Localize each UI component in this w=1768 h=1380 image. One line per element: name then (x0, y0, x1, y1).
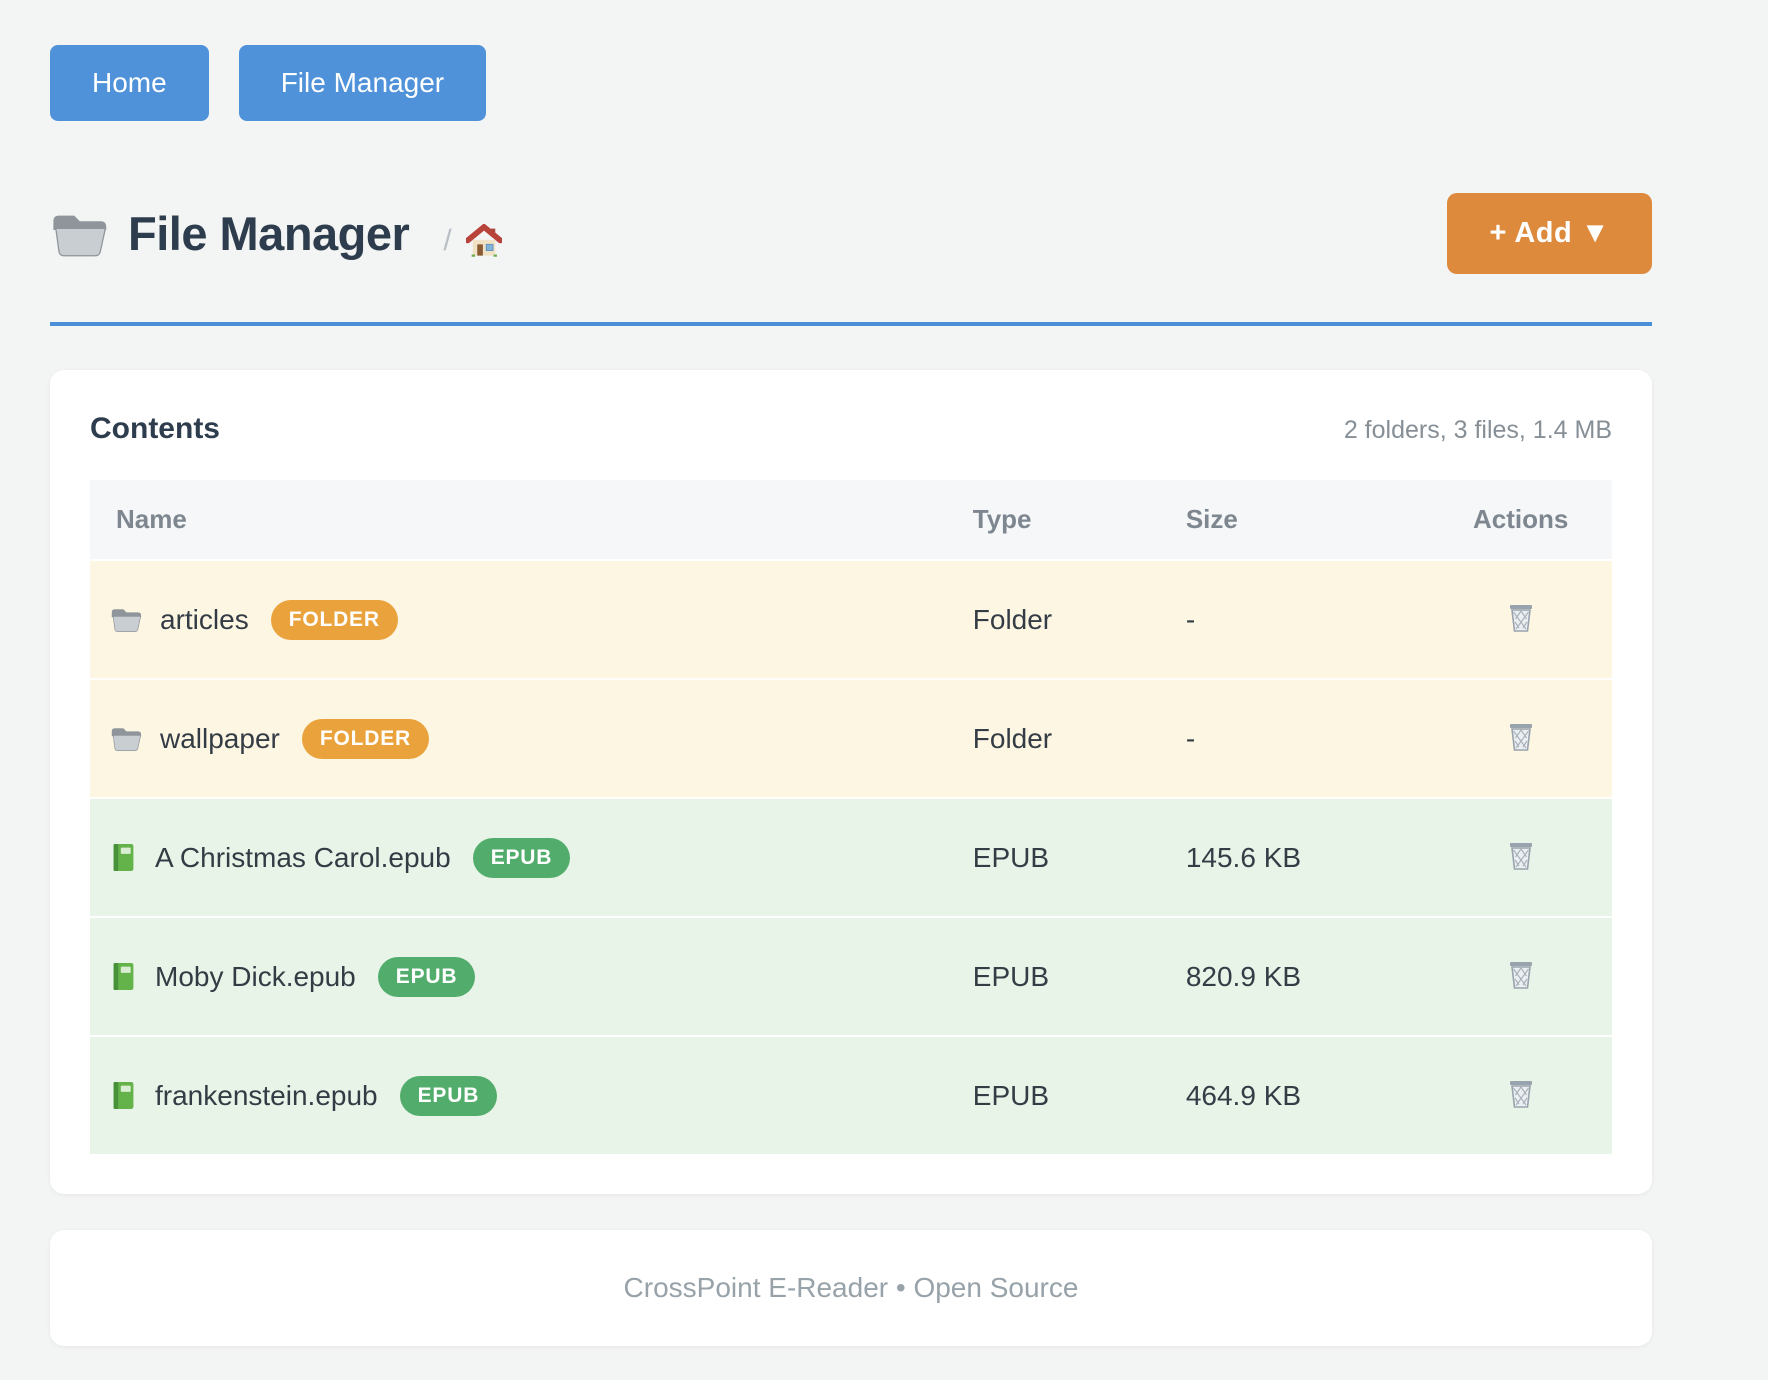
title-wrap: File Manager / (50, 206, 503, 261)
delete-button[interactable] (1500, 1074, 1542, 1114)
contents-card: Contents 2 folders, 3 files, 1.4 MB Name… (50, 370, 1652, 1194)
file-type: EPUB (972, 960, 1050, 992)
table-row-frankenstein[interactable]: frankenstein.epub EPUB EPUB 464.9 KB (90, 1036, 1612, 1154)
column-header-size: Size (1185, 480, 1430, 560)
trash-icon (1506, 840, 1536, 872)
file-name[interactable]: articles (160, 603, 249, 635)
folder-icon (110, 725, 142, 752)
folder-icon (110, 606, 142, 633)
page: Home File Manager File Manager / (50, 45, 1652, 1346)
file-size: - (1185, 722, 1196, 754)
trash-icon (1506, 1078, 1536, 1110)
home-icon[interactable] (464, 222, 503, 258)
file-size: 145.6 KB (1185, 841, 1302, 873)
top-nav: Home File Manager (50, 45, 1652, 121)
contents-heading: Contents (90, 412, 220, 445)
folder-icon (50, 210, 108, 258)
delete-button[interactable] (1500, 598, 1542, 638)
column-header-actions: Actions (1429, 480, 1612, 560)
contents-summary: 2 folders, 3 files, 1.4 MB (1343, 416, 1612, 444)
green-book-icon (110, 961, 137, 992)
table-row-articles[interactable]: articles FOLDER Folder - (90, 560, 1612, 679)
table-row-moby-dick[interactable]: Moby Dick.epub EPUB EPUB 820.9 KB (90, 917, 1612, 1036)
table-row-wallpaper[interactable]: wallpaper FOLDER Folder - (90, 679, 1612, 798)
green-book-icon (110, 842, 137, 873)
footer-card: CrossPoint E-Reader • Open Source (50, 1230, 1652, 1346)
folder-badge: FOLDER (270, 599, 398, 640)
page-title: File Manager (50, 206, 410, 261)
contents-card-header: Contents 2 folders, 3 files, 1.4 MB (90, 412, 1612, 446)
footer-text: CrossPoint E-Reader • Open Source (623, 1272, 1079, 1303)
column-header-type: Type (972, 480, 1186, 560)
file-type: EPUB (972, 841, 1050, 873)
page-title-text: File Manager (128, 207, 410, 260)
file-name[interactable]: frankenstein.epub (155, 1079, 378, 1111)
trash-icon (1506, 602, 1536, 634)
table-row-a-christmas-carol[interactable]: A Christmas Carol.epub EPUB EPUB 145.6 K… (90, 798, 1612, 917)
file-table: Name Type Size Actions (90, 480, 1612, 1154)
file-name[interactable]: wallpaper (160, 722, 280, 754)
home-button[interactable]: Home (50, 45, 209, 121)
add-button[interactable]: + Add ▼ (1447, 193, 1652, 274)
file-size: 820.9 KB (1185, 960, 1302, 992)
epub-badge: EPUB (377, 956, 476, 997)
trash-icon (1506, 959, 1536, 991)
breadcrumb: / (443, 222, 503, 258)
file-table-header: Name Type Size Actions (90, 480, 1612, 560)
delete-button[interactable] (1500, 836, 1542, 876)
delete-button[interactable] (1500, 955, 1542, 995)
epub-badge: EPUB (472, 837, 571, 878)
file-name[interactable]: A Christmas Carol.epub (155, 841, 451, 873)
header-divider (50, 322, 1652, 326)
epub-badge: EPUB (399, 1075, 498, 1116)
folder-badge: FOLDER (301, 718, 429, 759)
file-name[interactable]: Moby Dick.epub (155, 960, 356, 992)
page-header: File Manager / + Add ▼ (50, 193, 1652, 274)
breadcrumb-separator: / (443, 223, 452, 257)
file-size: - (1185, 603, 1196, 635)
trash-icon (1506, 721, 1536, 753)
file-manager-button[interactable]: File Manager (238, 45, 487, 121)
file-size: 464.9 KB (1185, 1079, 1302, 1111)
green-book-icon (110, 1080, 137, 1111)
delete-button[interactable] (1500, 717, 1542, 757)
file-type: EPUB (972, 1079, 1050, 1111)
file-type: Folder (972, 603, 1053, 635)
column-header-name: Name (90, 480, 973, 560)
file-type: Folder (972, 722, 1053, 754)
